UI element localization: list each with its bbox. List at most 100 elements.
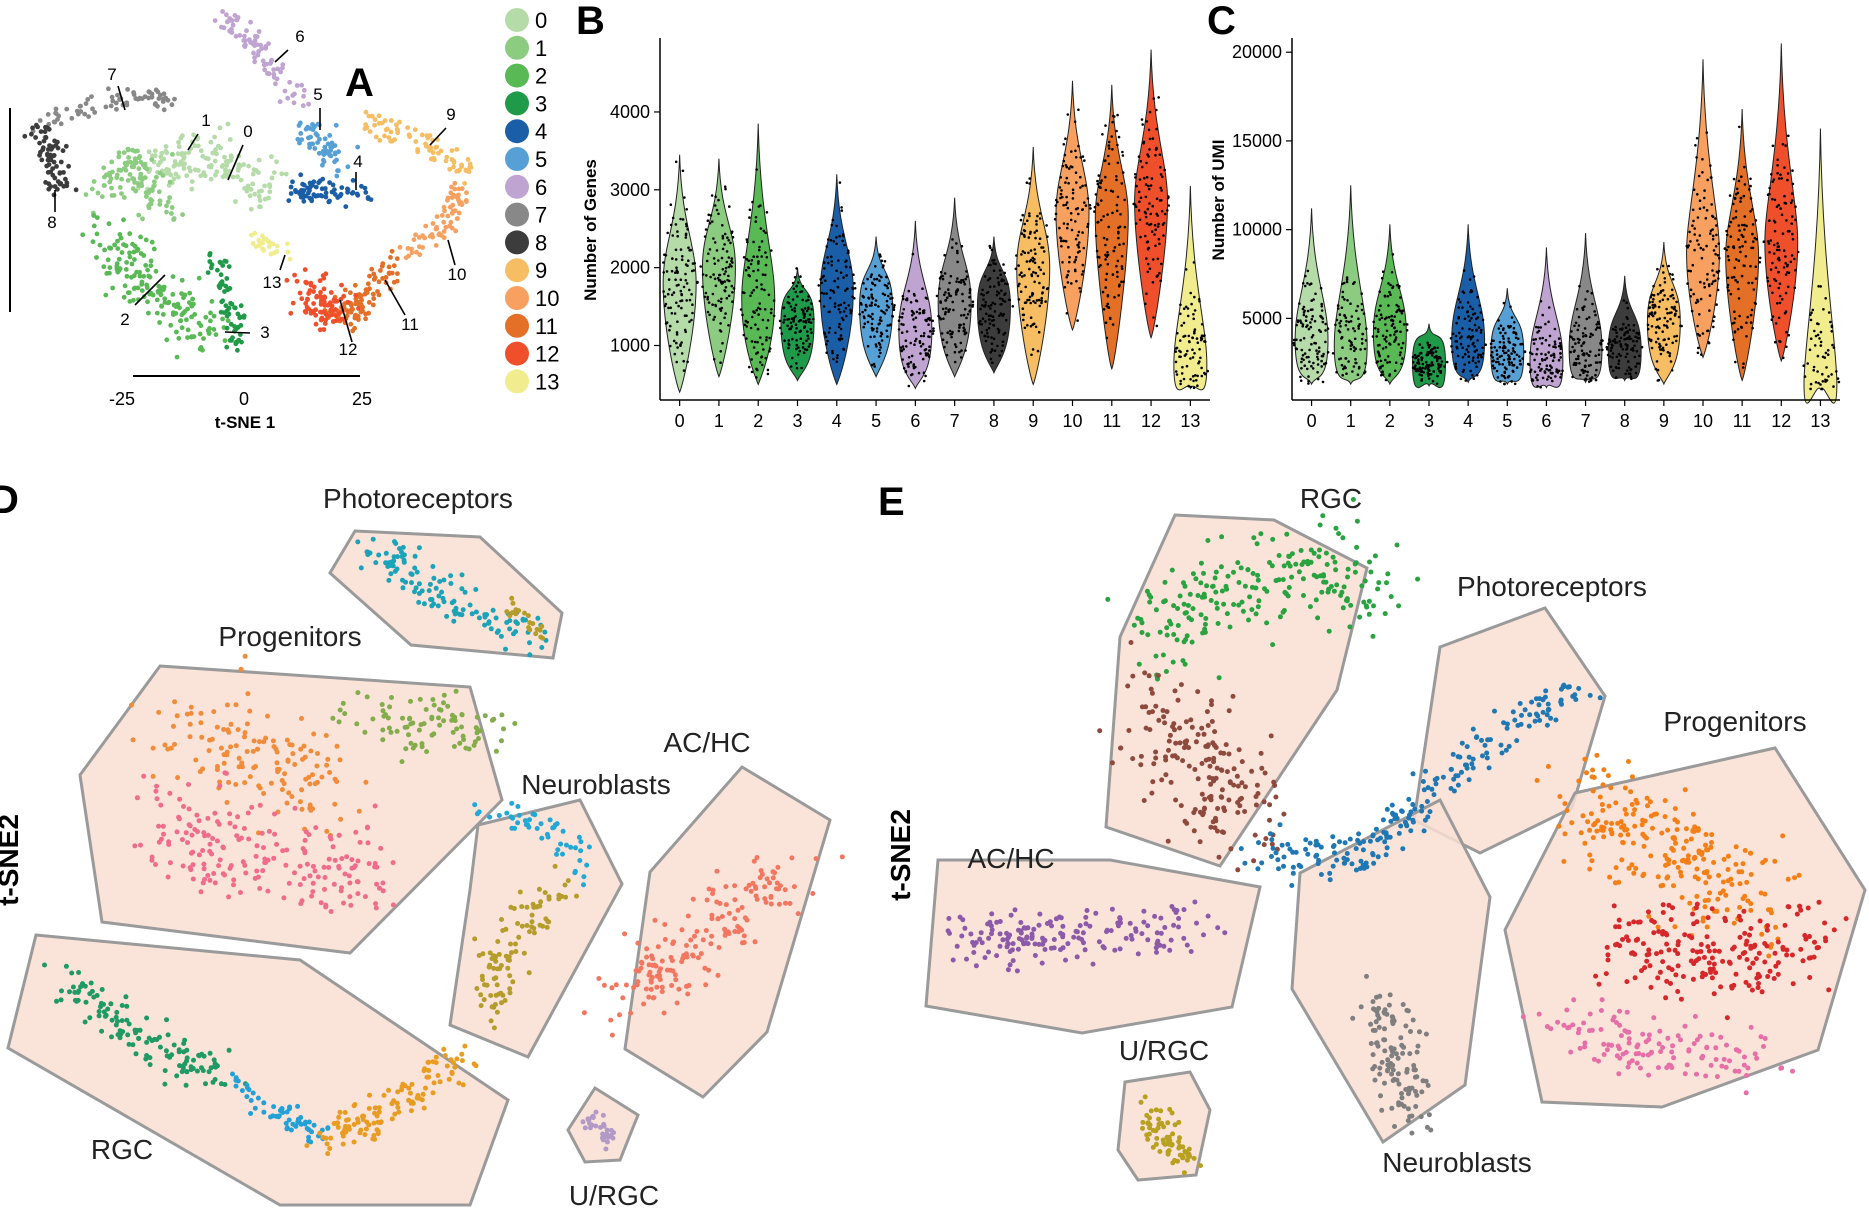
violin-point xyxy=(1384,358,1387,362)
violin-point xyxy=(1155,197,1159,200)
violin-point xyxy=(1517,355,1521,358)
violin-point xyxy=(1389,334,1392,337)
scatter-point xyxy=(336,832,342,838)
violin-point xyxy=(1512,330,1515,334)
violin-point xyxy=(1749,313,1753,317)
scatter-point xyxy=(389,248,395,254)
violin-point xyxy=(1058,186,1062,189)
violin-point xyxy=(844,260,847,264)
panel-b-violins xyxy=(662,49,1209,394)
scatter-point xyxy=(423,223,429,229)
scatter-point xyxy=(300,103,306,109)
violin-point xyxy=(1083,201,1086,204)
scatter-point xyxy=(99,194,105,200)
violin-point xyxy=(1500,354,1503,358)
scatter-point xyxy=(125,87,130,92)
violin-point xyxy=(1376,344,1380,347)
scatter-point xyxy=(399,549,404,555)
violin-point xyxy=(1144,302,1147,306)
violin-point xyxy=(1306,367,1309,371)
violin-point xyxy=(712,273,715,276)
violin-point xyxy=(1195,379,1198,382)
scatter-point xyxy=(399,554,405,559)
scatter-point xyxy=(325,141,331,147)
violin-point xyxy=(1650,346,1654,350)
violin-point xyxy=(1675,300,1678,304)
violin-point xyxy=(910,354,914,358)
violin-point xyxy=(945,341,949,344)
violin-point xyxy=(1784,273,1788,276)
violin-point xyxy=(1787,333,1790,337)
scatter-point xyxy=(327,770,333,775)
violin-point xyxy=(1418,366,1422,370)
violin-point xyxy=(1200,366,1203,370)
violin-point xyxy=(822,261,826,264)
scatter-point xyxy=(336,311,342,316)
violin-point xyxy=(1626,336,1629,340)
violin-point xyxy=(1481,352,1485,355)
violin-point xyxy=(1106,253,1110,257)
scatter-point xyxy=(493,958,499,964)
scatter-point xyxy=(241,826,247,831)
violin-point xyxy=(1356,373,1360,377)
scatter-point xyxy=(305,296,310,302)
panel-c-letter: C xyxy=(1207,0,1236,43)
violin-point xyxy=(947,292,951,295)
violin-point xyxy=(730,259,733,263)
violin-point xyxy=(1121,154,1125,157)
violin-point xyxy=(1197,298,1201,301)
scatter-point xyxy=(218,309,224,315)
violin-point xyxy=(1746,315,1749,319)
violin-point xyxy=(1083,159,1086,162)
scatter-point xyxy=(184,317,189,323)
violin-point xyxy=(1699,280,1702,284)
violin-point xyxy=(1033,261,1037,265)
violin-point xyxy=(805,348,809,352)
violin-point xyxy=(796,281,800,284)
scatter-point xyxy=(427,233,433,239)
scatter-point xyxy=(201,336,206,341)
violin-point xyxy=(1774,279,1778,283)
scatter-point xyxy=(256,29,262,34)
scatter-point xyxy=(421,601,427,607)
violin-point xyxy=(1381,270,1385,274)
violin-point xyxy=(1627,366,1631,369)
scatter-point xyxy=(473,587,479,592)
violin-point xyxy=(913,343,916,347)
violin-point xyxy=(886,324,889,327)
violin-point xyxy=(761,273,765,276)
violin-point xyxy=(1742,194,1746,198)
scatter-point xyxy=(413,585,419,591)
scatter-point xyxy=(55,186,60,192)
scatter-point xyxy=(355,144,361,150)
violin-point xyxy=(1540,367,1543,371)
violin-point xyxy=(1341,373,1344,377)
scatter-point xyxy=(342,711,348,717)
panel-b-letter: B xyxy=(576,0,605,43)
violin-point xyxy=(1456,354,1460,358)
violin-point xyxy=(1467,344,1470,348)
scatter-point xyxy=(174,329,179,335)
violin-10 xyxy=(1055,80,1090,332)
violin-point xyxy=(1139,196,1143,199)
scatter-point xyxy=(349,190,355,196)
violin-point xyxy=(1543,358,1547,362)
violin-point xyxy=(719,322,722,325)
violin-point xyxy=(1663,294,1666,297)
scatter-point xyxy=(252,33,258,39)
scatter-point xyxy=(127,299,133,304)
violin-point xyxy=(1752,240,1755,243)
violin-point xyxy=(790,325,794,328)
violin-point xyxy=(758,302,761,305)
violin-point xyxy=(1802,364,1805,368)
scatter-point xyxy=(380,888,386,894)
violin-point xyxy=(1493,346,1496,349)
scatter-point xyxy=(383,560,389,566)
violin-point xyxy=(1649,339,1653,343)
violin-point xyxy=(1609,349,1613,352)
scatter-point xyxy=(181,155,187,160)
scatter-point xyxy=(441,229,447,234)
violin-point xyxy=(1737,287,1740,291)
violin-point xyxy=(1378,318,1381,321)
violin-point xyxy=(1559,352,1562,355)
